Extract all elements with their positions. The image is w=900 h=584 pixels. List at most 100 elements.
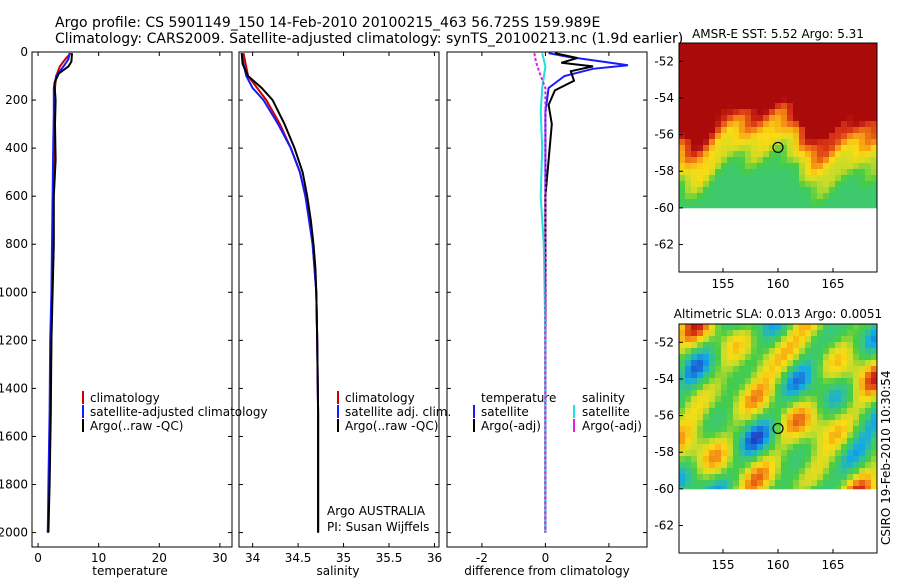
x-tick-label: 2 (605, 551, 613, 565)
series-argo-raw-qc- (240, 53, 320, 533)
map-cell (745, 43, 752, 50)
map-cell (733, 157, 740, 164)
map-cell (859, 396, 866, 403)
map-cell (745, 462, 752, 469)
map-cell (727, 55, 734, 62)
map-cell (799, 426, 806, 433)
map-cell (853, 67, 860, 74)
map-cell (751, 127, 758, 134)
map-cell (733, 420, 740, 427)
map-cell (871, 97, 878, 104)
map-cell (829, 330, 836, 337)
map-cell (805, 396, 812, 403)
map-cell (739, 67, 746, 74)
map-cell (817, 324, 824, 331)
map-cell (829, 336, 836, 343)
map-cell (757, 438, 764, 445)
x-tick-label: 35.5 (376, 551, 403, 565)
map-cell (763, 408, 770, 415)
map-cell (865, 49, 872, 56)
map-cell (799, 55, 806, 62)
map-cell (817, 408, 824, 415)
map-cell (811, 360, 818, 367)
map-cell (709, 372, 716, 379)
map-cell (715, 115, 722, 122)
map-cell (703, 115, 710, 122)
map-cell (859, 444, 866, 451)
map-cell (763, 109, 770, 116)
map-cell (691, 444, 698, 451)
map-cell (775, 342, 782, 349)
map-cell (727, 336, 734, 343)
map-cell (805, 426, 812, 433)
map-cell (721, 163, 728, 170)
map-cell (847, 169, 854, 176)
map-cell (715, 61, 722, 68)
map-cell (727, 450, 734, 457)
map-cell (685, 324, 692, 331)
map-cell (859, 468, 866, 475)
map-cell (739, 181, 746, 188)
map-cell (763, 468, 770, 475)
map-cell (859, 336, 866, 343)
series-satellite-adjusted-climatology (46, 53, 71, 533)
map-cell (691, 432, 698, 439)
map-cell (751, 414, 758, 421)
map-cell (793, 396, 800, 403)
map-cell (691, 55, 698, 62)
map-cell (679, 390, 686, 397)
map-cell (841, 414, 848, 421)
map-cell (679, 444, 686, 451)
map-cell (751, 426, 758, 433)
map-cell (853, 49, 860, 56)
map-cell (691, 402, 698, 409)
map-cell (733, 384, 740, 391)
map-cell (715, 163, 722, 170)
map-cell (727, 199, 734, 206)
map-cell (703, 85, 710, 92)
map-cell (703, 61, 710, 68)
map-cell (697, 193, 704, 200)
map-cell (805, 169, 812, 176)
map-cell (703, 175, 710, 182)
map-cell (781, 402, 788, 409)
map-cell (739, 366, 746, 373)
map-cell (829, 372, 836, 379)
map-cell (847, 199, 854, 206)
map-cell (829, 145, 836, 152)
map-cell (739, 205, 746, 209)
map-cell (847, 408, 854, 415)
map-cell (841, 438, 848, 445)
map-cell (757, 372, 764, 379)
map-cell (853, 480, 860, 487)
map-cell (823, 97, 830, 104)
map-cell (757, 330, 764, 337)
map-cell (865, 408, 872, 415)
map-cell (871, 474, 878, 481)
map-cell (691, 480, 698, 487)
map-cell (787, 187, 794, 194)
map-cell (721, 336, 728, 343)
map-cell (679, 348, 686, 355)
map-cell (745, 426, 752, 433)
map-cell (787, 408, 794, 415)
map-cell (763, 175, 770, 182)
map-cell (709, 384, 716, 391)
map-cell (865, 103, 872, 110)
map-cell (859, 121, 866, 128)
map-cell (715, 109, 722, 116)
map-cell (703, 73, 710, 80)
map-cell (763, 157, 770, 164)
map-cell (691, 348, 698, 355)
map-cell (721, 49, 728, 56)
map-cell (739, 115, 746, 122)
map-cell (853, 444, 860, 451)
map-cell (757, 151, 764, 158)
map-cell (841, 462, 848, 469)
map-cell (865, 43, 872, 50)
map-cell (715, 73, 722, 80)
map-cell (793, 348, 800, 355)
map-cell (853, 432, 860, 439)
map-cell (703, 139, 710, 146)
map-cell (811, 199, 818, 206)
